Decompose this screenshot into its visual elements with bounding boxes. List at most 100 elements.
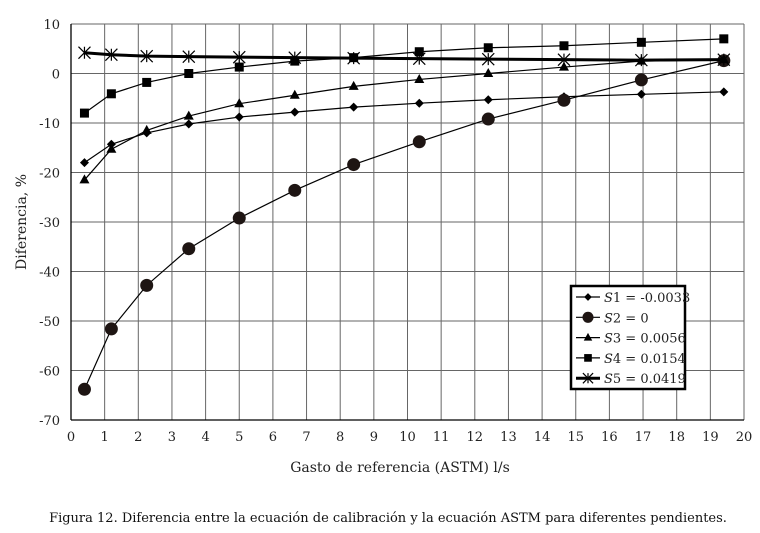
- x-tick-label: 17: [635, 430, 652, 445]
- circle-marker: [288, 183, 302, 197]
- series-star: [78, 46, 731, 67]
- diamond-marker: [719, 87, 729, 97]
- diamond-marker: [414, 98, 424, 108]
- legend-label: S4 = 0.0154: [604, 352, 686, 367]
- star-marker: [140, 49, 154, 63]
- x-tick-label: 6: [269, 430, 277, 445]
- star-marker: [557, 53, 571, 67]
- circle-marker: [232, 211, 246, 225]
- circle-marker: [412, 135, 426, 149]
- diamond-marker: [349, 102, 359, 112]
- square-marker: [414, 47, 424, 57]
- diamond-marker: [234, 112, 244, 122]
- x-axis-label: Gasto de referencia (ASTM) l/s: [290, 460, 510, 476]
- x-tick-label: 19: [702, 430, 719, 445]
- series-square: [79, 34, 729, 118]
- diamond-marker: [79, 158, 89, 168]
- triangle-marker: [183, 110, 194, 120]
- diamond-marker: [483, 95, 493, 105]
- ticks: 0 1 2 3 4 5 6 7 8 9 10 11 12 13 14 15 16 17 18 19 20100-10-2…: [39, 18, 752, 445]
- square-marker: [483, 43, 493, 53]
- triangle-marker: [583, 332, 593, 341]
- star-marker: [634, 53, 648, 67]
- x-tick-label: 8: [336, 430, 344, 445]
- triangle-marker: [141, 124, 152, 134]
- x-tick-label: 1: [101, 430, 109, 445]
- x-tick-label: 14: [534, 430, 551, 445]
- circle-marker: [347, 158, 361, 172]
- x-tick-label: 16: [601, 430, 618, 445]
- star-marker: [481, 52, 495, 66]
- series-diamond: [79, 87, 729, 168]
- x-tick-label: 13: [500, 430, 517, 445]
- x-tick-label: 18: [668, 430, 685, 445]
- figure-caption: Figura 12. Diferencia entre la ecuación …: [49, 511, 727, 526]
- y-axis-label: Diferencia, %: [14, 174, 30, 270]
- legend-entry: S4 = 0.0154: [576, 352, 686, 367]
- legend-label: S2 = 0: [604, 311, 649, 326]
- x-tick-label: 2: [134, 430, 142, 445]
- circle-marker: [182, 242, 196, 256]
- triangle-marker: [106, 143, 117, 153]
- triangle-marker: [234, 98, 245, 108]
- series-line: [84, 91, 724, 164]
- star-marker: [288, 51, 302, 65]
- y-tick-label: -70: [39, 414, 60, 429]
- triangle-marker: [348, 80, 359, 90]
- triangle-marker: [414, 73, 425, 83]
- legend-label: S1 = -0.0033: [604, 291, 690, 306]
- circle-marker: [481, 112, 495, 126]
- square-marker: [106, 89, 116, 99]
- circle-marker: [77, 382, 91, 396]
- diamond-marker: [290, 107, 300, 117]
- series-triangle: [79, 54, 729, 184]
- triangle-marker: [289, 89, 300, 99]
- diamond-marker: [636, 89, 646, 99]
- star-marker: [582, 372, 594, 384]
- series-line: [84, 51, 724, 62]
- y-tick-label: -40: [39, 266, 60, 281]
- diamond-marker: [184, 119, 194, 129]
- series-layer: [77, 34, 731, 396]
- star-marker: [232, 50, 246, 64]
- y-tick-label: 10: [43, 18, 60, 33]
- y-tick-label: -60: [39, 365, 60, 380]
- x-tick-label: 10: [399, 430, 416, 445]
- legend-entry: S1 = -0.0033: [576, 291, 690, 306]
- series-line: [84, 59, 724, 181]
- legend-entry: S3 = 0.0056: [576, 332, 686, 347]
- x-tick-label: 7: [302, 430, 310, 445]
- y-tick-label: -30: [39, 216, 60, 231]
- series-circle: [77, 54, 731, 396]
- star-marker: [347, 51, 361, 65]
- x-tick-label: 15: [567, 430, 584, 445]
- legend-entry: S5 = 0.0419: [576, 372, 686, 387]
- series-line: [83, 60, 724, 390]
- x-tick-label: 9: [370, 430, 378, 445]
- square-marker: [636, 37, 646, 47]
- y-tick-label: -10: [39, 117, 60, 132]
- circle-marker: [104, 322, 118, 336]
- legend: S1 = -0.0033 S2 = 0 S3 = 0.0056 S4 = 0.0154…: [569, 284, 690, 391]
- square-marker: [79, 108, 89, 118]
- legend-label: S3 = 0.0056: [604, 332, 686, 347]
- x-tick-label: 12: [467, 430, 484, 445]
- y-tick-label: -20: [39, 167, 60, 182]
- star-marker: [182, 50, 196, 64]
- circle-marker: [634, 73, 648, 87]
- x-tick-label: 5: [235, 430, 243, 445]
- x-tick-label: 20: [736, 430, 753, 445]
- circle-marker: [140, 278, 154, 292]
- circle-marker: [557, 93, 571, 107]
- square-marker: [184, 69, 194, 78]
- star-marker: [412, 52, 426, 66]
- legend-entry: S2 = 0: [576, 311, 649, 326]
- star-marker: [78, 46, 91, 60]
- legend-label: S5 = 0.0419: [604, 372, 686, 387]
- diamond-marker: [584, 293, 592, 301]
- triangle-marker: [483, 68, 494, 77]
- y-tick-label: -50: [39, 315, 60, 330]
- circle-marker: [582, 311, 594, 323]
- star-marker: [717, 53, 731, 67]
